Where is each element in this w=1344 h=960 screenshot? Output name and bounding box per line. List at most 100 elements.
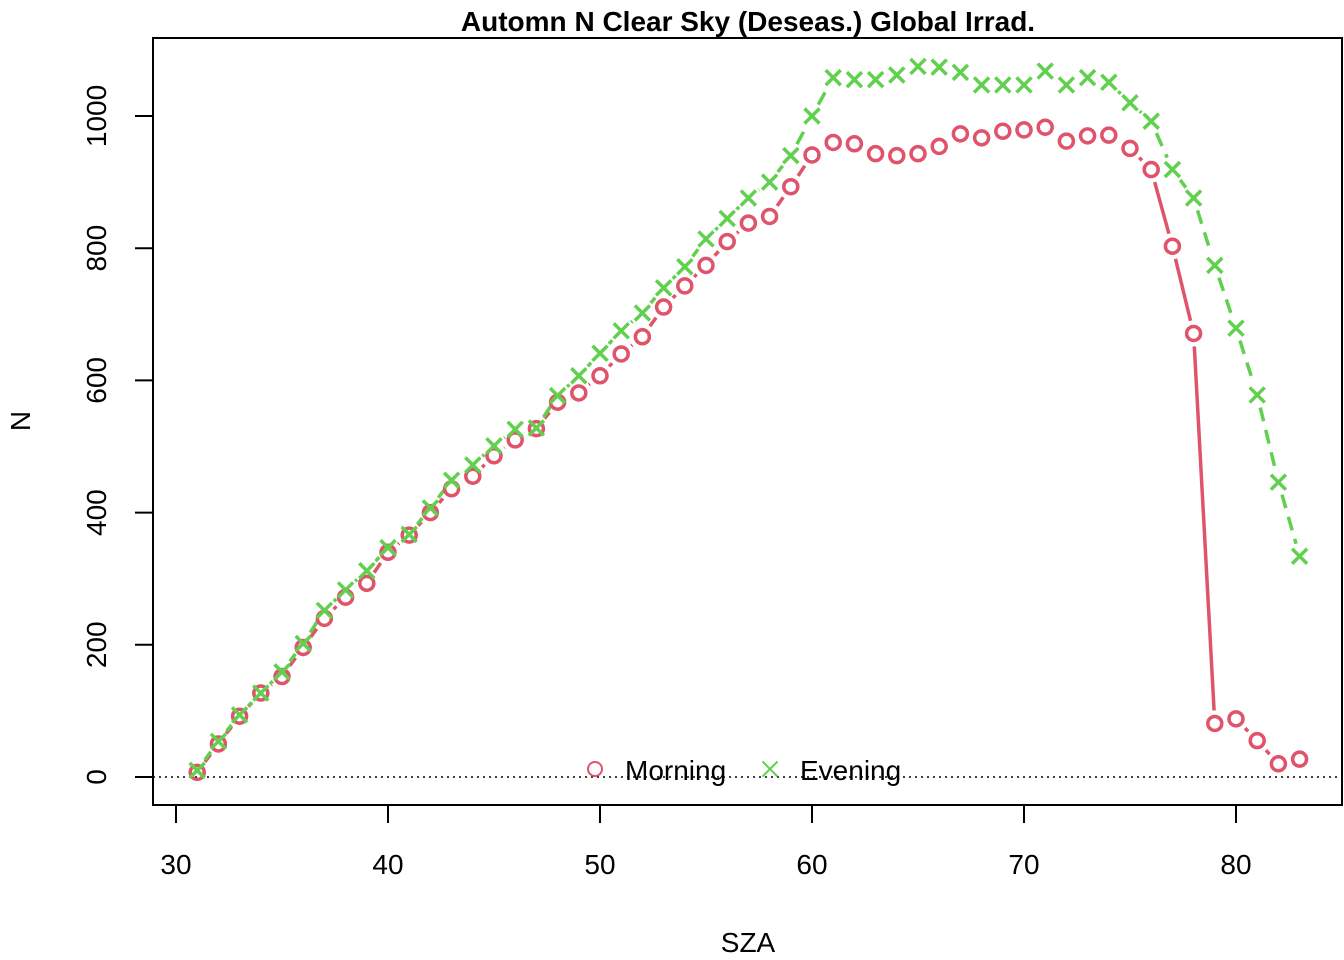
evening-line-segment bbox=[649, 296, 657, 305]
evening-point bbox=[654, 279, 673, 297]
morning-point bbox=[252, 684, 270, 702]
morning-point bbox=[994, 122, 1012, 140]
morning-point bbox=[845, 135, 864, 153]
evening-line-segment bbox=[1116, 90, 1122, 96]
evening-line-segment bbox=[1258, 407, 1278, 470]
morning-line-segment bbox=[372, 562, 383, 574]
evening-line-segment bbox=[415, 517, 424, 526]
morning-point bbox=[718, 232, 736, 251]
y-axis-label: N bbox=[5, 411, 36, 431]
morning-point bbox=[464, 467, 482, 485]
morning-point bbox=[760, 207, 779, 226]
evening-line-segment bbox=[691, 248, 700, 258]
morning-point bbox=[972, 129, 991, 147]
evening-point bbox=[718, 209, 736, 228]
evening-point bbox=[1163, 160, 1182, 179]
evening-point bbox=[866, 70, 885, 89]
morning-point bbox=[676, 277, 694, 295]
morning-line-segment bbox=[671, 293, 677, 300]
x-tick-label: 70 bbox=[1008, 849, 1039, 880]
evening-line-segment bbox=[203, 750, 213, 761]
morning-line-segment bbox=[1137, 156, 1144, 162]
morning-point bbox=[1057, 132, 1076, 150]
morning-point bbox=[1290, 750, 1309, 768]
evening-point bbox=[845, 70, 864, 89]
x-tick-label: 40 bbox=[372, 849, 403, 880]
evening-point bbox=[824, 68, 842, 87]
plot-frame bbox=[152, 37, 1343, 806]
morning-point bbox=[782, 177, 800, 196]
morning-line-segment bbox=[1243, 726, 1250, 733]
morning-point bbox=[930, 137, 948, 156]
evening-point bbox=[972, 76, 991, 94]
morning-point bbox=[1078, 127, 1097, 145]
evening-point bbox=[612, 322, 630, 340]
evening-point bbox=[252, 684, 270, 702]
morning-point bbox=[527, 419, 546, 438]
evening-point bbox=[591, 344, 609, 363]
x-tick-label: 30 bbox=[160, 849, 191, 880]
evening-line-segment bbox=[671, 274, 677, 280]
legend-evening-label: Evening bbox=[800, 755, 901, 786]
y-axis: 0 200 400 600 800 1000 bbox=[81, 85, 154, 785]
morning-point bbox=[294, 638, 312, 657]
evening-point bbox=[294, 634, 312, 653]
morning-line-segment bbox=[1173, 258, 1193, 322]
morning-line-segment bbox=[735, 230, 740, 235]
evening-line-segment bbox=[1195, 209, 1213, 254]
evening-point bbox=[1121, 94, 1139, 112]
evening-line-segment bbox=[776, 164, 785, 174]
morning-point bbox=[739, 214, 758, 232]
evening-point bbox=[464, 456, 482, 474]
evening-point bbox=[442, 471, 461, 489]
evening-point bbox=[273, 663, 291, 681]
evening-line-segment bbox=[735, 205, 741, 211]
evening-point bbox=[888, 66, 906, 84]
evening-line-segment bbox=[1217, 277, 1234, 317]
evening-line-segment bbox=[1138, 110, 1143, 115]
morning-point bbox=[654, 298, 673, 316]
morning-line-segment bbox=[587, 382, 592, 387]
morning-line-segment bbox=[1152, 181, 1171, 235]
morning-point bbox=[188, 763, 206, 782]
evening-point bbox=[188, 761, 206, 780]
evening-point bbox=[548, 386, 567, 405]
morning-point bbox=[1163, 237, 1182, 255]
morning-line-segment bbox=[775, 196, 785, 207]
evening-point bbox=[1057, 76, 1076, 94]
evening-line-segment bbox=[225, 723, 233, 733]
morning-line-segment bbox=[396, 541, 401, 546]
morning-line-segment bbox=[607, 362, 614, 368]
morning-point bbox=[888, 146, 906, 165]
evening-line-segment bbox=[542, 405, 552, 419]
evening-point bbox=[782, 146, 800, 165]
morning-line-segment bbox=[713, 250, 720, 257]
evening-point bbox=[336, 581, 355, 599]
morning-point bbox=[1184, 324, 1203, 343]
evening-line-segment bbox=[354, 578, 359, 583]
morning-line-segment bbox=[309, 627, 319, 638]
evening-line-segment bbox=[607, 339, 614, 346]
evening-point bbox=[803, 107, 821, 125]
evening-point bbox=[358, 562, 376, 580]
evening-point bbox=[506, 420, 524, 439]
series-lines bbox=[203, 88, 1298, 763]
evening-line-segment bbox=[308, 620, 319, 634]
evening-point bbox=[421, 499, 440, 517]
x-tick-label: 50 bbox=[584, 849, 615, 880]
evening-point bbox=[1078, 68, 1097, 87]
morning-point bbox=[591, 367, 609, 385]
morning-point bbox=[633, 328, 652, 346]
morning-point bbox=[866, 144, 885, 163]
evening-point bbox=[1015, 76, 1033, 94]
evening-point bbox=[230, 706, 249, 724]
morning-point bbox=[570, 384, 588, 402]
evening-line-segment bbox=[374, 556, 381, 563]
evening-line-segment bbox=[795, 126, 808, 146]
y-tick-label: 200 bbox=[81, 621, 112, 668]
evening-point bbox=[485, 437, 503, 455]
morning-point bbox=[209, 735, 228, 753]
evening-line-segment bbox=[1280, 494, 1298, 545]
evening-point bbox=[760, 173, 779, 191]
evening-line-segment bbox=[1238, 340, 1255, 384]
